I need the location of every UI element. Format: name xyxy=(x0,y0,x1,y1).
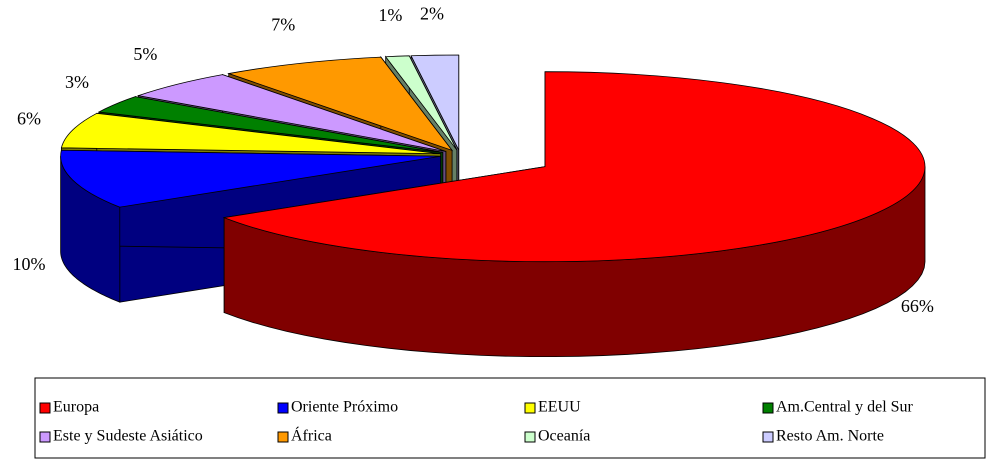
data-label: 2% xyxy=(420,3,444,23)
legend-swatch xyxy=(277,431,289,443)
slice xyxy=(410,54,460,151)
legend-label: Am.Central y del Sur xyxy=(776,399,914,416)
slice xyxy=(384,55,458,151)
data-label: 6% xyxy=(17,108,41,128)
data-label: 3% xyxy=(65,72,89,92)
legend-swatch xyxy=(39,402,51,414)
legend-swatch xyxy=(524,431,536,443)
data-label: 7% xyxy=(271,15,295,35)
legend-swatch xyxy=(39,431,51,443)
slice xyxy=(227,56,454,152)
legend-label: Este y Sudeste Asiático xyxy=(53,428,203,445)
legend-box xyxy=(34,377,986,459)
slice xyxy=(60,149,441,208)
legend-label: Resto Am. Norte xyxy=(776,428,884,445)
legend-swatch xyxy=(277,402,289,414)
slice xyxy=(97,96,443,153)
legend-swatch xyxy=(762,402,774,414)
legend-label: Oceanía xyxy=(538,428,590,445)
legend-label: Europa xyxy=(53,399,99,416)
legend-swatch xyxy=(524,402,536,414)
legend-label: África xyxy=(291,426,332,445)
data-label: 66% xyxy=(901,296,934,316)
slice xyxy=(136,74,446,152)
data-label: 1% xyxy=(378,5,402,25)
data-label: 5% xyxy=(133,44,157,64)
data-label: 10% xyxy=(12,254,45,274)
slice xyxy=(222,71,926,263)
legend-label: EEUU xyxy=(538,399,581,416)
legend-swatch xyxy=(762,431,774,443)
slice xyxy=(60,112,441,155)
legend-label: Oriente Próximo xyxy=(291,399,398,416)
